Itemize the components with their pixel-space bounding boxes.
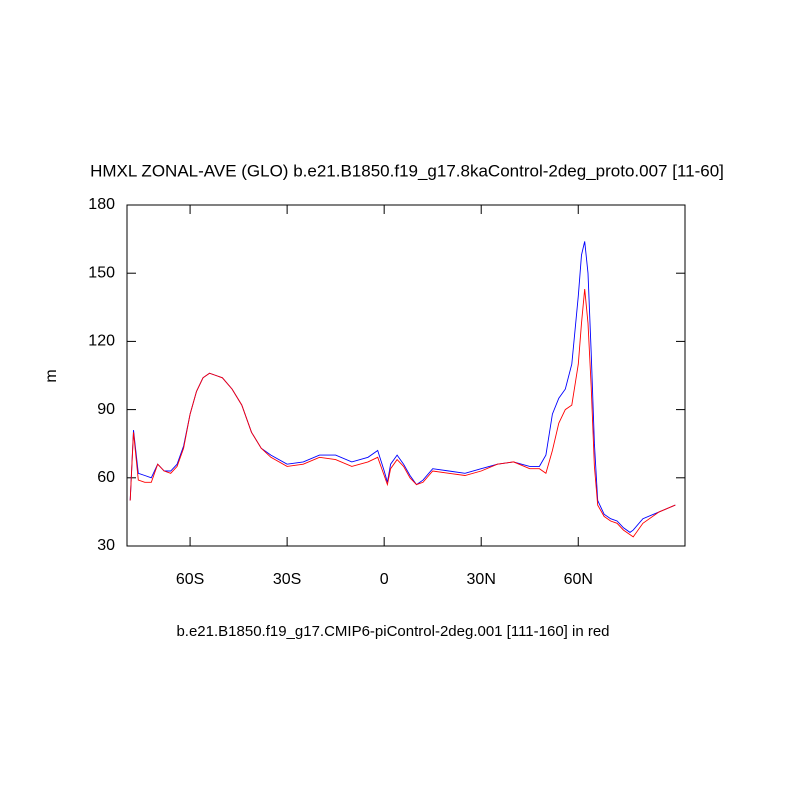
y-axis-label: m — [43, 369, 60, 382]
x-tick-label: 30S — [273, 571, 301, 588]
y-tick-label: 90 — [97, 401, 115, 418]
x-axis-label: b.e21.B1850.f19_g17.CMIP6-piControl-2deg… — [176, 623, 609, 640]
y-tick-label: 60 — [97, 469, 115, 486]
plot-frame — [126, 204, 686, 547]
x-tick-label: 0 — [380, 571, 389, 588]
chart-title: HMXL ZONAL-AVE (GLO) b.e21.B1850.f19_g17… — [90, 161, 724, 180]
y-tick-label: 30 — [97, 537, 115, 554]
x-tick-label: 60N — [564, 571, 593, 588]
x-tick-label: 60S — [176, 571, 204, 588]
data-line — [129, 241, 676, 533]
y-tick-label: 150 — [88, 264, 115, 281]
y-tick-label: 180 — [88, 196, 115, 213]
data-line — [129, 289, 676, 538]
x-tick-label: 30N — [467, 571, 496, 588]
y-tick-label: 120 — [88, 333, 115, 350]
